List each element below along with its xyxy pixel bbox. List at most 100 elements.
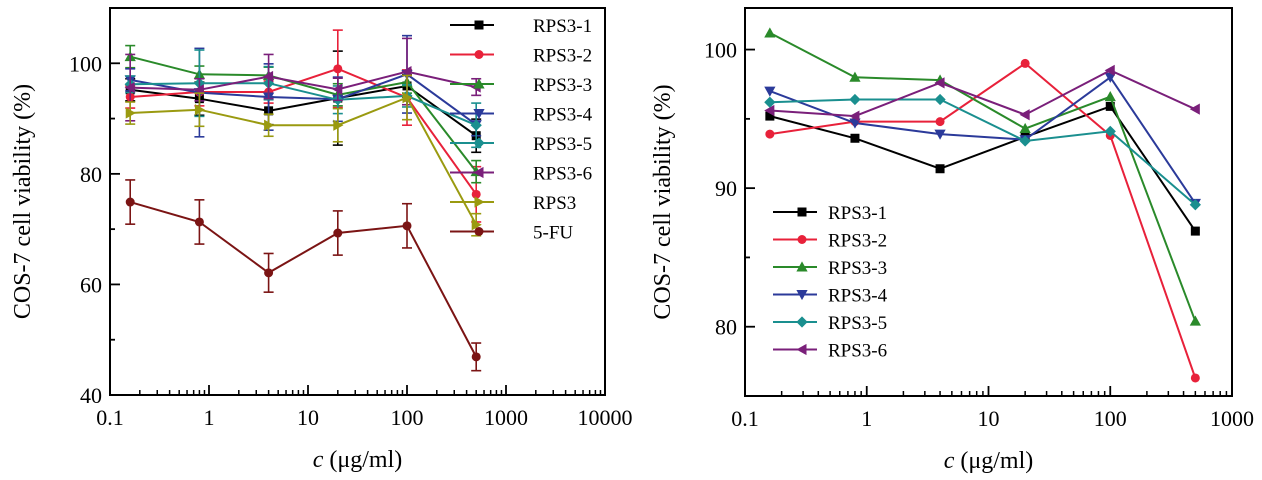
legend: RPS3-1 RPS3-2 RPS3-3 RPS3-4 RPS3-5 RPS3-6 RPS3… — [450, 16, 593, 244]
legend-label: RPS3-1 — [828, 203, 887, 224]
data-point — [402, 221, 412, 231]
data-point — [1189, 199, 1201, 211]
data-point — [934, 93, 946, 106]
legend-marker — [474, 20, 484, 30]
data-point — [333, 64, 343, 74]
data-point — [1104, 64, 1115, 76]
series-line — [130, 73, 477, 126]
data-point — [765, 111, 775, 121]
data-point — [1020, 58, 1030, 68]
legend-label: RPS3 — [533, 193, 576, 214]
series-line — [130, 84, 477, 137]
data-point — [935, 117, 945, 127]
legend-marker — [797, 235, 807, 244]
series-line — [769, 98, 1196, 206]
legend-label: RPS3-3 — [533, 75, 592, 96]
x-axis-variable: c — [944, 448, 955, 474]
series-line — [769, 75, 1197, 204]
data-point — [849, 93, 861, 106]
data-point — [849, 71, 861, 82]
y-tick-label: 80 — [80, 162, 102, 187]
data-point — [332, 83, 343, 95]
y-tick-label: 40 — [80, 383, 102, 408]
legend-marker — [474, 196, 485, 208]
x-axis-unit: (μg/ml) — [323, 447, 402, 473]
data-point — [264, 268, 274, 278]
data-point — [849, 110, 860, 122]
x-tick-label: 10 — [297, 405, 319, 430]
series-line — [769, 62, 1197, 379]
data-point — [471, 189, 481, 199]
series-5-FU — [125, 179, 482, 372]
data-point — [333, 119, 344, 131]
data-point — [262, 70, 274, 83]
data-point — [764, 104, 775, 117]
data-point — [125, 107, 136, 119]
legend-marker — [474, 227, 484, 236]
legend-label: RPS3-6 — [533, 164, 592, 185]
x-tick-label: 10000 — [578, 405, 633, 430]
data-point — [402, 91, 413, 104]
y-tick-label: 100 — [704, 38, 737, 63]
x-axis-title: c (μg/ml) — [944, 448, 1034, 474]
series-line — [130, 96, 478, 226]
data-point — [1190, 373, 1200, 383]
x-axis-variable: c — [313, 447, 324, 473]
series-RPS3-4 — [124, 34, 482, 138]
legend: RPS3-1 RPS3-2 RPS3-3 RPS3-4 RPS3-5 RPS3-6 — [773, 203, 888, 362]
series-line — [130, 70, 477, 91]
legend-marker — [474, 50, 484, 59]
legend-label: RPS3-3 — [828, 258, 887, 279]
data-point — [125, 197, 135, 207]
data-point — [1104, 72, 1116, 83]
data-point — [1190, 226, 1200, 236]
data-point — [1105, 101, 1115, 111]
data-point — [401, 65, 412, 78]
legend-marker — [473, 109, 485, 120]
x-tick-label: 0.1 — [731, 406, 759, 431]
series-line — [769, 32, 1197, 322]
legend-marker — [473, 166, 484, 179]
x-tick-label: 100 — [1094, 406, 1127, 431]
x-tick-label: 1000 — [484, 405, 528, 430]
x-axis-unit: (μg/ml) — [954, 448, 1033, 474]
data-point — [934, 129, 946, 140]
legend-label: RPS3-5 — [828, 313, 887, 334]
data-point — [1019, 109, 1030, 121]
data-point — [935, 164, 945, 174]
legend-marker — [473, 137, 485, 149]
data-point — [471, 352, 481, 362]
data-point — [1104, 91, 1116, 102]
series-RPS3-3 — [124, 44, 482, 184]
data-point — [1104, 125, 1116, 137]
legend-label: RPS3-1 — [533, 16, 592, 37]
data-point — [1189, 315, 1201, 326]
legend-marker — [796, 261, 808, 272]
x-tick-label: 1 — [861, 406, 872, 431]
y-tick-label: 100 — [69, 51, 102, 76]
data-point — [194, 217, 204, 227]
left-chart-panel: 0.1 1 10 100 1000 10000 40 60 80 100 c (μg/ml) COS-… — [10, 7, 633, 473]
data-point — [1019, 135, 1031, 147]
y-axis-title: COS-7 cell viability (%) — [650, 84, 676, 319]
series-line — [129, 55, 477, 173]
data-point — [765, 129, 775, 139]
data-point — [1019, 122, 1031, 134]
x-tick-label: 1 — [204, 405, 215, 430]
data-point — [471, 219, 482, 231]
data-point — [194, 104, 206, 116]
y-axis-title: COS-7 cell viability (%) — [10, 84, 36, 319]
legend-marker — [473, 78, 485, 89]
data-point — [764, 96, 776, 108]
data-point — [934, 77, 945, 89]
legend-label: 5-FU — [533, 223, 573, 244]
x-tick-label: 100 — [391, 405, 424, 430]
y-tick-label: 90 — [715, 176, 737, 201]
data-point — [764, 27, 776, 38]
series-RPS3-3 — [764, 27, 1201, 326]
data-point — [764, 86, 776, 97]
series-RPS3-6 — [764, 64, 1200, 122]
right-chart-panel: 0.1 1 10 100 1000 80 90 100 c (μg/ml) COS-7 cell … — [650, 7, 1254, 474]
